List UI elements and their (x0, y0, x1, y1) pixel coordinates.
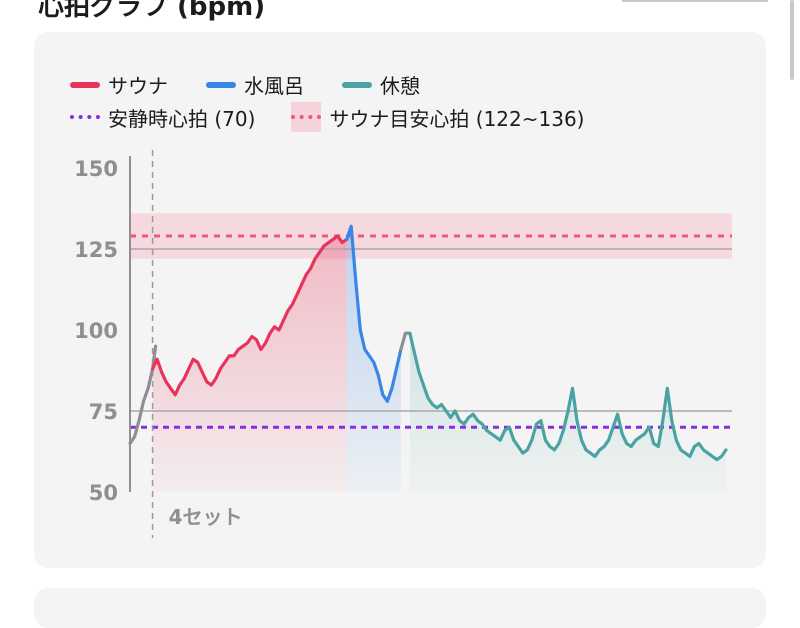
y-tick-label-75: 75 (89, 400, 118, 424)
scroll-indicator[interactable] (790, 0, 794, 80)
legend-rest: 休憩 (342, 70, 420, 99)
legend-water-bath-label: 水風呂 (244, 74, 304, 98)
y-tick-label-125: 125 (74, 238, 118, 262)
legend-row-references: 安静時心拍 (70) サウナ目安心拍 (122~136) (70, 102, 585, 132)
series-line-transition-0 (128, 344, 158, 445)
series-line-sauna-1 (151, 234, 349, 397)
heart-rate-chart: 4セット 50 75 100 125 150 (74, 150, 732, 538)
page-title: 心拍グラフ (bpm) (38, 0, 266, 22)
series-line-water_bath-2 (345, 224, 403, 403)
legend-water-bath-swatch (206, 81, 236, 88)
legend-sauna-target-label: サウナ目安心拍 (122~136) (329, 106, 585, 131)
y-tick-label-150: 150 (74, 157, 118, 181)
legend-resting-hr-swatch (70, 115, 100, 119)
legend-rest-swatch (342, 81, 372, 88)
legend-sauna-target-swatch (291, 102, 322, 132)
series-line-transition-3 (399, 331, 412, 351)
next-card (34, 588, 766, 628)
y-tick-label-100: 100 (74, 319, 118, 343)
legend-rest-label: 休憩 (380, 74, 420, 98)
set-marker-label-0: 4セット (169, 505, 243, 529)
area-sauna-1 (152, 236, 347, 492)
legend-resting-hr-label: 安静時心拍 (70) (108, 106, 256, 131)
legend-sauna-swatch (70, 81, 100, 88)
series-line-rest-4 (408, 331, 728, 462)
legend-sauna-label: サウナ (108, 74, 168, 98)
area-water_bath-2 (346, 226, 401, 493)
y-tick-label-50: 50 (89, 481, 118, 505)
legend-water-bath: 水風呂 (206, 70, 304, 99)
legend-resting-hr: 安静時心拍 (70) (70, 103, 255, 132)
header-link-underline[interactable] (622, 0, 768, 2)
legend-row-phases: サウナ 水風呂 休憩 (70, 70, 420, 99)
legend-sauna: サウナ (70, 70, 168, 99)
legend-sauna-target: サウナ目安心拍 (122~136) (291, 102, 585, 132)
